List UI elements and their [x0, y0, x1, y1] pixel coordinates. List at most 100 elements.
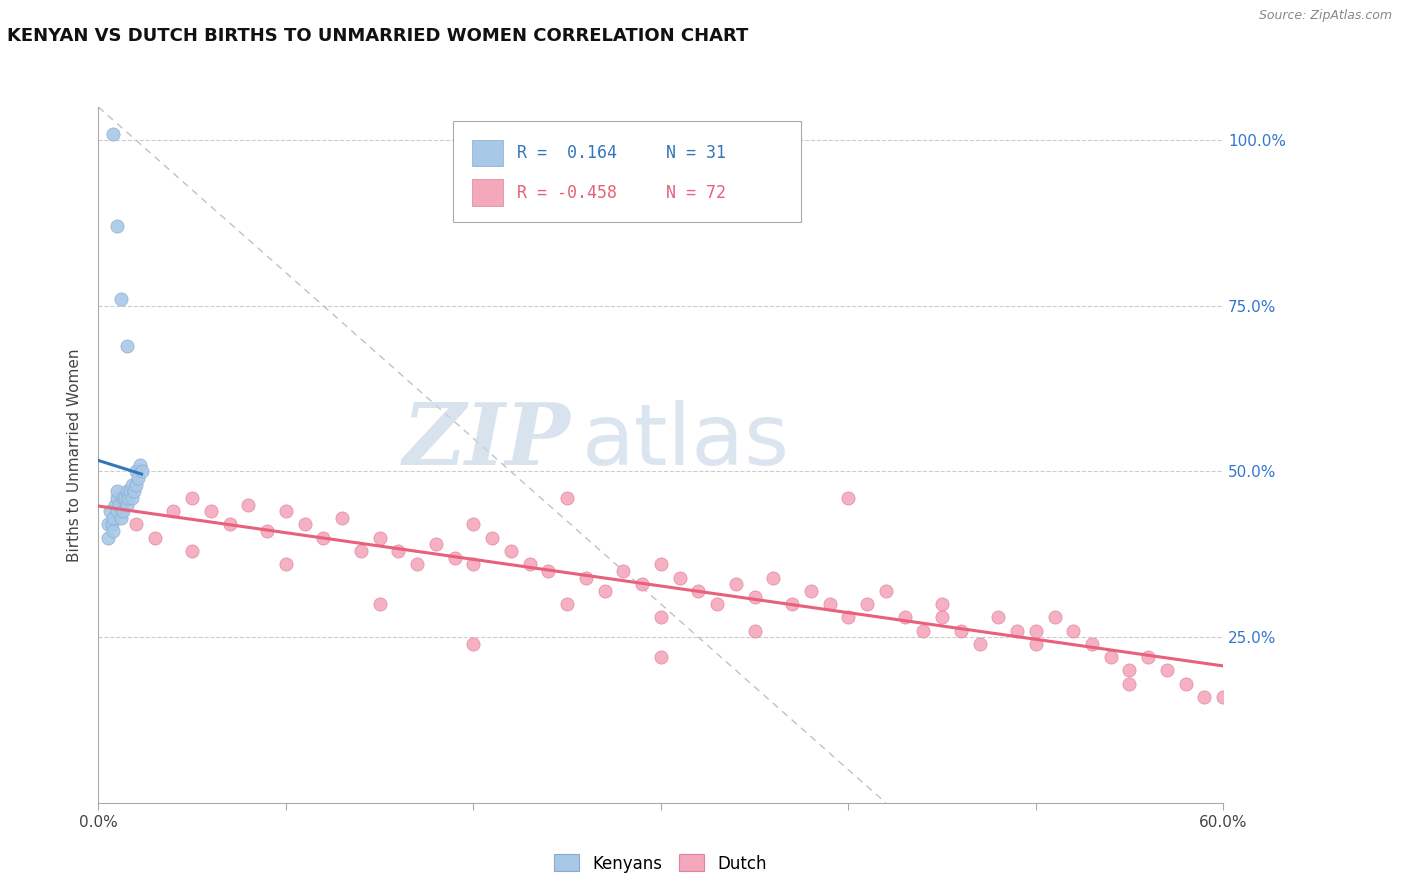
Point [1174, 676, 1197, 690]
Point [120, 484, 142, 499]
Point [274, 558, 297, 572]
Point [499, 544, 522, 558]
Text: KENYAN VS DUTCH BIRTHS TO UNMARRIED WOMEN CORRELATION CHART: KENYAN VS DUTCH BIRTHS TO UNMARRIED WOME… [7, 27, 748, 45]
Text: N = 72: N = 72 [666, 184, 727, 202]
Bar [472, 179, 503, 206]
Point [1099, 650, 1122, 665]
Text: Source: ZipAtlas.com: Source: ZipAtlas.com [1258, 9, 1392, 22]
Text: N = 31: N = 31 [666, 144, 727, 162]
Point [406, 558, 429, 572]
Point [463, 637, 485, 651]
Point [875, 583, 897, 598]
Point [1156, 663, 1178, 677]
Point [1025, 637, 1047, 651]
Text: atlas: atlas [582, 400, 790, 483]
Point [762, 570, 785, 584]
Point [856, 597, 879, 611]
Point [330, 511, 353, 525]
Point [125, 465, 148, 479]
Point [110, 511, 132, 525]
Point [1025, 624, 1047, 638]
Legend: Kenyans, Dutch: Kenyans, Dutch [548, 847, 773, 880]
Point [931, 597, 953, 611]
Point [274, 504, 297, 518]
Point [744, 624, 766, 638]
Point [949, 624, 972, 638]
Point [387, 544, 409, 558]
Point [443, 550, 465, 565]
Point [555, 491, 578, 505]
Point [818, 597, 841, 611]
Point [1043, 610, 1066, 624]
Point [668, 570, 690, 584]
Point [780, 597, 803, 611]
Point [537, 564, 560, 578]
Point [121, 491, 143, 505]
Point [837, 491, 859, 505]
Point [122, 484, 145, 499]
Point [111, 504, 134, 518]
Point [593, 583, 616, 598]
Point [724, 577, 747, 591]
Point [1062, 624, 1084, 638]
Point [1005, 624, 1028, 638]
Point [115, 498, 138, 512]
Point [368, 531, 391, 545]
Point [97, 517, 120, 532]
Point [108, 498, 131, 512]
Point [688, 583, 710, 598]
Point [744, 591, 766, 605]
Point [200, 504, 222, 518]
Point [555, 597, 578, 611]
Bar [472, 140, 503, 166]
Point [519, 558, 541, 572]
Text: ZIP: ZIP [404, 400, 571, 483]
Point [100, 517, 122, 532]
Point [837, 610, 859, 624]
Point [105, 491, 128, 505]
Point [481, 531, 503, 545]
Point [114, 491, 136, 505]
Point [350, 544, 373, 558]
Point [105, 219, 128, 234]
Point [1137, 650, 1160, 665]
Y-axis label: Births to Unmarried Women: Births to Unmarried Women [67, 348, 83, 562]
Point [121, 477, 143, 491]
Point [969, 637, 991, 651]
Point [181, 491, 204, 505]
Point [104, 498, 127, 512]
Text: R =  0.164: R = 0.164 [517, 144, 617, 162]
Point [463, 517, 485, 532]
Point [368, 597, 391, 611]
Point [1194, 690, 1216, 704]
Point [1118, 663, 1140, 677]
FancyBboxPatch shape [453, 121, 801, 222]
Point [143, 531, 166, 545]
Point [105, 504, 128, 518]
Point [125, 477, 148, 491]
Point [1081, 637, 1104, 651]
Point [1212, 690, 1234, 704]
Point [650, 610, 672, 624]
Point [131, 465, 153, 479]
Point [575, 570, 598, 584]
Point [127, 471, 149, 485]
Point [115, 484, 138, 499]
Point [800, 583, 823, 598]
Point [463, 558, 485, 572]
Point [125, 517, 148, 532]
Point [893, 610, 915, 624]
Point [912, 624, 935, 638]
Point [238, 498, 260, 512]
Text: R = -0.458: R = -0.458 [517, 184, 617, 202]
Point [110, 292, 132, 306]
Point [612, 564, 634, 578]
Point [128, 458, 150, 472]
Point [631, 577, 654, 591]
Point [162, 504, 184, 518]
Point [218, 517, 240, 532]
Point [105, 484, 128, 499]
Point [987, 610, 1010, 624]
Point [117, 491, 139, 505]
Point [650, 650, 672, 665]
